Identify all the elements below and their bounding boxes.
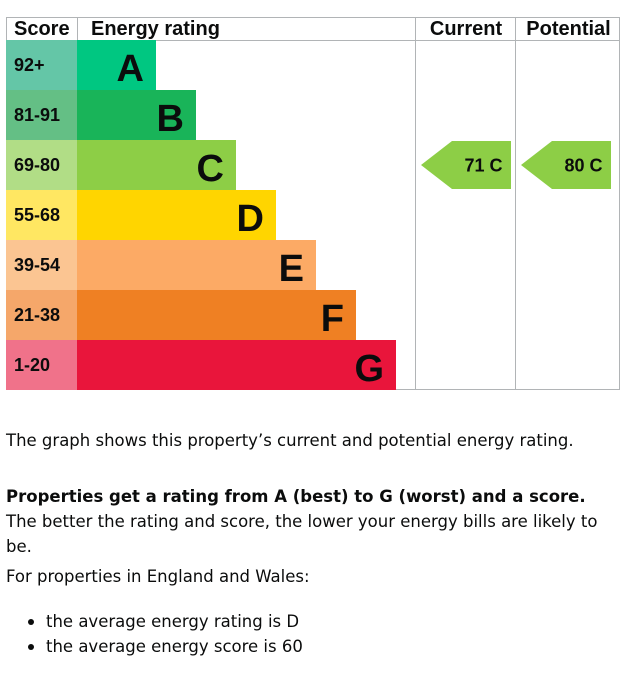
rating-letter-c: C [197, 148, 224, 190]
rating-bar-b [77, 90, 196, 140]
header-potential: Potential [526, 18, 610, 40]
score-range-e: 39-54 [14, 255, 60, 275]
region-text: For properties in England and Wales: [6, 567, 310, 586]
rating-explanation-bold: Properties get a rating from A (best) to… [6, 487, 586, 506]
average-list: the average energy rating is D the avera… [6, 609, 303, 659]
rating-bar-a [77, 40, 156, 90]
rating-letter-g: G [354, 348, 384, 390]
average-score-item: the average energy score is 60 [6, 634, 303, 659]
potential-rating-label: 80 C [564, 156, 602, 176]
score-range-a: 92+ [14, 55, 45, 75]
rating-explanation: Properties get a rating from A (best) to… [6, 484, 618, 559]
score-range-b: 81-91 [14, 105, 60, 125]
rating-letter-a: A [117, 48, 144, 90]
score-cell-a [6, 40, 77, 90]
current-rating-label: 71 C [464, 156, 502, 176]
rating-bar-e [77, 240, 316, 290]
score-range-c: 69-80 [14, 155, 60, 175]
score-cell-b [6, 90, 77, 140]
rating-bands: 92+ A 81-91 B 69-80 C 55-68 D 39-54 E 21-38 F 1-20 G [6, 40, 396, 390]
header-energy-rating: Energy rating [91, 18, 220, 40]
current-arrow [421, 141, 511, 189]
header-score: Score [14, 18, 70, 40]
rating-bar-d [77, 190, 276, 240]
rating-letter-b: B [157, 98, 184, 140]
rating-bar-g [77, 340, 396, 390]
average-rating-item: the average energy rating is D [6, 609, 303, 634]
potential-arrow [521, 141, 611, 189]
rating-bar-c [77, 140, 236, 190]
score-cell-d [6, 190, 77, 240]
score-range-g: 1-20 [14, 355, 50, 375]
rating-bar-f [77, 290, 356, 340]
rating-letter-e: E [279, 248, 304, 290]
energy-rating-chart: Score Energy rating Current Potential 92+ A 8… [6, 17, 620, 390]
chart-headers: Score Energy rating Current Potential [14, 18, 611, 40]
rating-explanation-rest: The better the rating and score, the low… [6, 512, 598, 556]
rating-letter-f: F [321, 298, 344, 340]
rating-arrows: 71 C 80 C [421, 141, 611, 189]
score-cell-g [6, 340, 77, 390]
header-current: Current [430, 18, 503, 40]
intro-text: The graph shows this property’s current … [6, 431, 574, 450]
score-range-d: 55-68 [14, 205, 60, 225]
rating-letter-d: D [237, 198, 264, 240]
score-cell-f [6, 290, 77, 340]
score-range-f: 21-38 [14, 305, 60, 325]
score-cell-c [6, 140, 77, 190]
score-cell-e [6, 240, 77, 290]
